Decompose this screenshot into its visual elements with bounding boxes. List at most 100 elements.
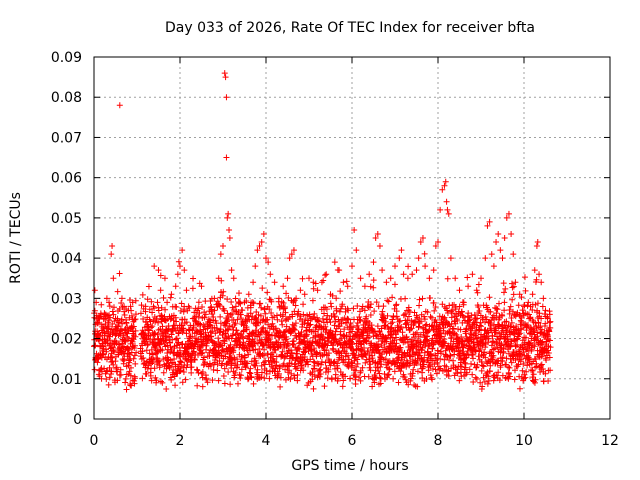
data-point <box>291 375 298 382</box>
data-point <box>538 279 545 286</box>
data-point <box>435 239 441 246</box>
data-point <box>538 339 545 346</box>
data-point <box>511 376 518 383</box>
data-point <box>260 352 267 359</box>
data-point <box>442 340 449 347</box>
data-point <box>262 310 269 317</box>
data-point <box>482 354 489 361</box>
data-point <box>189 340 196 347</box>
data-point <box>373 299 380 306</box>
data-point <box>427 313 434 320</box>
data-point <box>208 295 215 302</box>
data-point <box>264 316 271 323</box>
data-point <box>374 323 381 330</box>
data-point <box>444 206 451 213</box>
data-point <box>370 277 377 284</box>
data-point <box>234 316 241 323</box>
data-point <box>496 300 502 307</box>
data-point <box>368 322 375 329</box>
data-point <box>211 340 218 347</box>
data-point <box>488 317 495 324</box>
x-tick-label: 8 <box>434 433 443 449</box>
data-point <box>432 304 439 311</box>
data-point <box>533 276 540 283</box>
data-point <box>370 284 377 291</box>
data-point <box>478 358 485 365</box>
data-point <box>155 319 162 326</box>
data-point <box>178 300 185 307</box>
data-point <box>103 348 110 355</box>
data-point <box>427 294 434 301</box>
data-point <box>301 353 308 360</box>
data-point <box>283 290 290 297</box>
data-point <box>538 326 545 333</box>
data-point <box>503 214 510 221</box>
data-point <box>180 327 187 334</box>
data-point <box>438 333 445 340</box>
data-point <box>404 317 411 324</box>
data-point <box>501 235 508 241</box>
data-point <box>274 316 281 323</box>
data-point <box>372 235 379 241</box>
data-point <box>405 381 412 388</box>
data-point <box>471 344 478 351</box>
data-point <box>371 308 378 315</box>
data-point <box>451 330 458 337</box>
data-point <box>454 317 461 324</box>
y-tick-label: 0 <box>73 412 82 428</box>
data-point <box>504 325 511 332</box>
data-point <box>408 318 415 325</box>
data-point <box>144 342 151 349</box>
data-point <box>311 310 318 317</box>
data-point <box>283 323 290 330</box>
data-point <box>250 300 257 307</box>
data-point <box>300 301 307 308</box>
data-point <box>352 381 359 388</box>
data-point <box>173 318 180 325</box>
data-point <box>148 298 155 305</box>
data-point <box>275 370 282 377</box>
data-point <box>163 386 170 393</box>
data-point <box>363 313 370 320</box>
data-point <box>233 327 240 334</box>
data-point <box>235 300 242 307</box>
data-point <box>317 371 324 378</box>
data-point <box>226 226 233 233</box>
data-point <box>480 340 487 347</box>
data-point <box>105 323 112 330</box>
data-point <box>393 301 400 308</box>
data-point <box>127 303 134 310</box>
data-point <box>215 335 222 342</box>
data-point <box>257 312 264 319</box>
data-point <box>108 368 115 375</box>
data-point <box>131 316 138 323</box>
data-point <box>139 348 146 355</box>
data-point <box>366 304 373 311</box>
data-point <box>376 350 383 357</box>
data-point <box>355 352 362 359</box>
data-point <box>259 351 266 358</box>
data-point <box>310 358 317 365</box>
data-point <box>518 325 525 332</box>
data-point <box>513 311 520 318</box>
data-point <box>390 313 397 320</box>
data-point <box>245 291 252 298</box>
data-point <box>258 362 265 369</box>
data-point <box>232 369 239 376</box>
data-point <box>301 339 308 346</box>
data-point <box>356 374 363 381</box>
data-point <box>266 331 273 338</box>
data-point <box>283 336 290 343</box>
data-point <box>495 230 502 237</box>
data-point <box>189 285 196 292</box>
data-point <box>493 372 500 379</box>
data-point <box>384 372 391 379</box>
data-point <box>383 279 390 286</box>
data-point <box>500 289 507 296</box>
data-point <box>390 375 397 382</box>
data-point <box>227 381 234 388</box>
data-point <box>450 357 457 364</box>
data-point <box>217 251 224 258</box>
data-point <box>174 271 181 278</box>
data-point <box>347 375 354 382</box>
